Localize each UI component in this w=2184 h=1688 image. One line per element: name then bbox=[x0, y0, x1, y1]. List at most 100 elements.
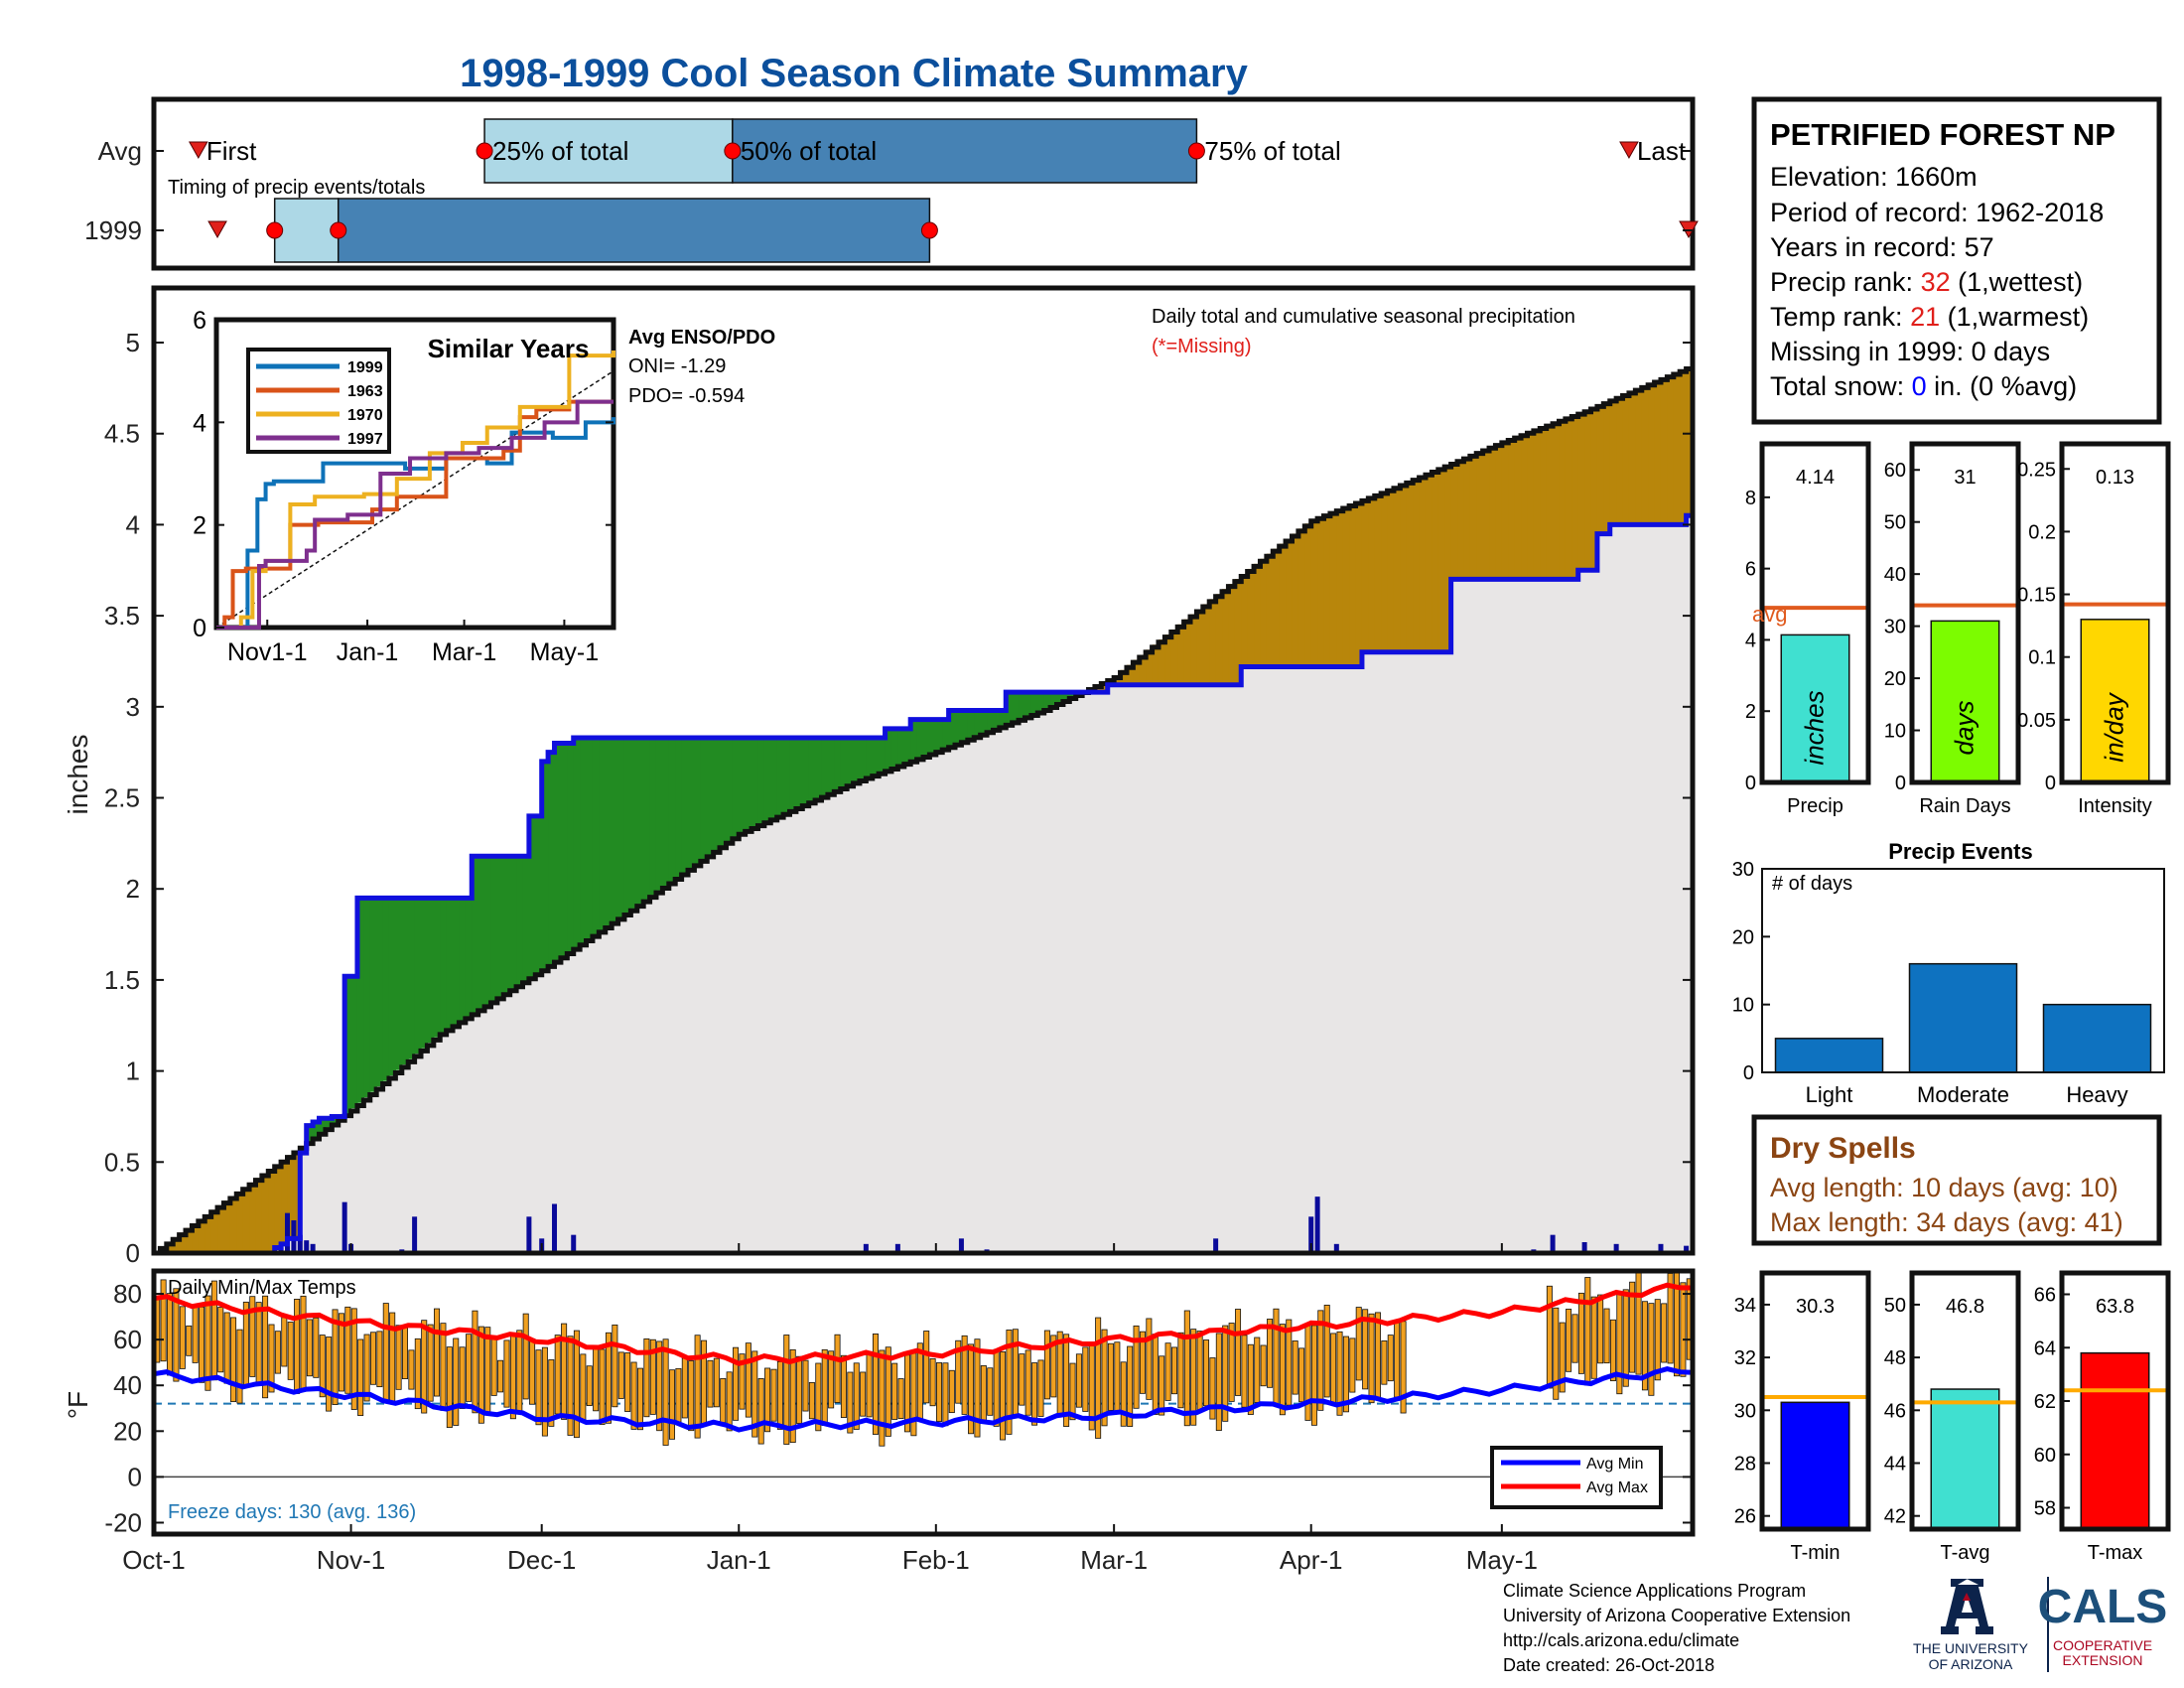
daily-temp-bar bbox=[1235, 1309, 1242, 1396]
below-average-fill bbox=[223, 1200, 231, 1253]
cumulative-frame bbox=[151, 285, 1696, 1256]
daily-temp-bar bbox=[980, 1365, 987, 1424]
daily-temp-bar bbox=[1603, 1308, 1610, 1364]
summary-value: 63.8 bbox=[2096, 1296, 2134, 1318]
above-average-fill bbox=[623, 737, 631, 914]
above-average-fill bbox=[751, 737, 759, 828]
avg-max-line bbox=[153, 1282, 1694, 1366]
daily-temp-bar bbox=[757, 1378, 764, 1445]
daily-temp-bar bbox=[1031, 1362, 1038, 1426]
precip-rank: Precip rank: 32 (1,wettest) bbox=[1770, 267, 2083, 297]
y-tick-label: 3.5 bbox=[104, 601, 140, 631]
daily-temp-bar bbox=[192, 1306, 199, 1363]
above-average-fill bbox=[763, 737, 771, 822]
below-average-fill bbox=[1374, 494, 1382, 652]
below-average-fill bbox=[1177, 624, 1185, 685]
summary-y-tick-label: 66 bbox=[2034, 1285, 2056, 1307]
daily-temp-bar bbox=[942, 1362, 949, 1427]
daily-temp-bar bbox=[808, 1381, 815, 1420]
below-average-fill bbox=[1419, 476, 1427, 652]
timing-label-50: 50% of total bbox=[741, 136, 877, 166]
daily-temp-bar bbox=[1381, 1340, 1388, 1385]
above-average-fill bbox=[630, 737, 638, 909]
daily-temp-bar bbox=[414, 1337, 421, 1410]
snow-value: 0 bbox=[1912, 371, 1927, 401]
above-average-fill bbox=[306, 1125, 314, 1142]
daily-temp-bar bbox=[287, 1322, 294, 1380]
daily-temp-bar bbox=[1222, 1325, 1229, 1422]
daily-temp-bar bbox=[1101, 1329, 1108, 1427]
daily-temp-bar bbox=[1330, 1333, 1337, 1403]
daily-temp-bar bbox=[961, 1335, 968, 1415]
summary-y-tick-label: 44 bbox=[1884, 1454, 1906, 1476]
above-average-fill bbox=[382, 898, 390, 1081]
below-average-fill bbox=[192, 1223, 200, 1253]
below-average-fill bbox=[1329, 511, 1337, 667]
above-average-fill bbox=[1006, 692, 1014, 725]
daily-temp-bar bbox=[624, 1352, 631, 1412]
above-average-fill bbox=[484, 856, 492, 1005]
daily-temp-bar bbox=[688, 1360, 695, 1432]
summary-unit: in/day bbox=[2100, 691, 2129, 762]
summary-y-tick-label: 42 bbox=[1884, 1506, 1906, 1528]
daily-temp-bar bbox=[1394, 1320, 1401, 1398]
daily-temp-bar bbox=[1000, 1351, 1007, 1441]
daily-temp-bar bbox=[497, 1359, 504, 1393]
below-average-fill bbox=[1437, 468, 1445, 652]
daily-temp-bar bbox=[1228, 1323, 1235, 1402]
missing-days: Missing in 1999: 0 days bbox=[1770, 337, 2050, 366]
timing-marker-dot bbox=[920, 221, 938, 239]
below-average-fill bbox=[1101, 681, 1109, 693]
daily-temp-bar bbox=[1629, 1281, 1636, 1373]
daily-temp-bar bbox=[255, 1302, 262, 1386]
daily-temp-bar bbox=[326, 1336, 333, 1412]
above-average-fill bbox=[1062, 692, 1070, 700]
above-average-fill bbox=[586, 737, 594, 939]
cumulative-ylabel: inches bbox=[63, 735, 93, 815]
daily-temp-bar bbox=[1203, 1339, 1210, 1407]
daily-temp-bar bbox=[1152, 1334, 1159, 1415]
daily-temp-bar bbox=[916, 1342, 923, 1421]
daily-temp-bar bbox=[593, 1345, 600, 1412]
below-average-fill bbox=[1444, 465, 1452, 652]
below-average-fill bbox=[1361, 499, 1369, 652]
daily-precip-bar bbox=[894, 1243, 900, 1253]
ua-logo-line2: OF ARIZONA bbox=[1929, 1656, 2013, 1672]
daily-temp-bar bbox=[1127, 1345, 1134, 1427]
below-average-fill bbox=[1501, 441, 1509, 580]
below-average-fill bbox=[1406, 481, 1414, 652]
below-average-fill bbox=[287, 1155, 295, 1239]
below-average-fill bbox=[261, 1173, 269, 1253]
daily-temp-bar bbox=[910, 1352, 917, 1437]
temps-x-tick-label: Oct-1 bbox=[122, 1545, 186, 1575]
temps-x-tick-label: Mar-1 bbox=[1080, 1545, 1148, 1575]
above-average-fill bbox=[745, 737, 752, 830]
summary-y-tick-label: 6 bbox=[1745, 559, 1756, 581]
temps-legend-box bbox=[1490, 1446, 1663, 1509]
summary-value: 0.13 bbox=[2096, 467, 2134, 489]
above-average-fill bbox=[401, 898, 409, 1065]
daily-temp-bar bbox=[1648, 1303, 1655, 1396]
above-average-fill bbox=[427, 898, 435, 1044]
station-name: PETRIFIED FOREST NP bbox=[1770, 117, 2116, 152]
daily-temp-bar bbox=[1546, 1285, 1553, 1389]
below-average-fill bbox=[1393, 487, 1401, 652]
daily-precip-bar bbox=[310, 1243, 316, 1253]
daily-precip-bar bbox=[571, 1234, 577, 1253]
below-average-fill bbox=[1146, 649, 1154, 685]
y-tick-label: 1.5 bbox=[104, 965, 140, 995]
daily-temp-bar bbox=[751, 1350, 758, 1438]
above-average-fill bbox=[433, 898, 441, 1038]
below-average-fill bbox=[1590, 407, 1598, 571]
above-average-fill bbox=[376, 898, 384, 1087]
y-tick-label: 0.5 bbox=[104, 1147, 140, 1177]
daily-temp-bar bbox=[313, 1317, 320, 1378]
above-average-fill bbox=[1056, 692, 1064, 703]
below-average-fill bbox=[1559, 420, 1567, 580]
daily-temp-bar bbox=[636, 1367, 643, 1431]
daily-temp-bar bbox=[1075, 1353, 1082, 1408]
timing-bar-q3 bbox=[337, 198, 931, 263]
below-average-fill bbox=[217, 1204, 225, 1253]
below-average-fill bbox=[1387, 490, 1395, 652]
below-average-fill bbox=[1546, 424, 1554, 580]
